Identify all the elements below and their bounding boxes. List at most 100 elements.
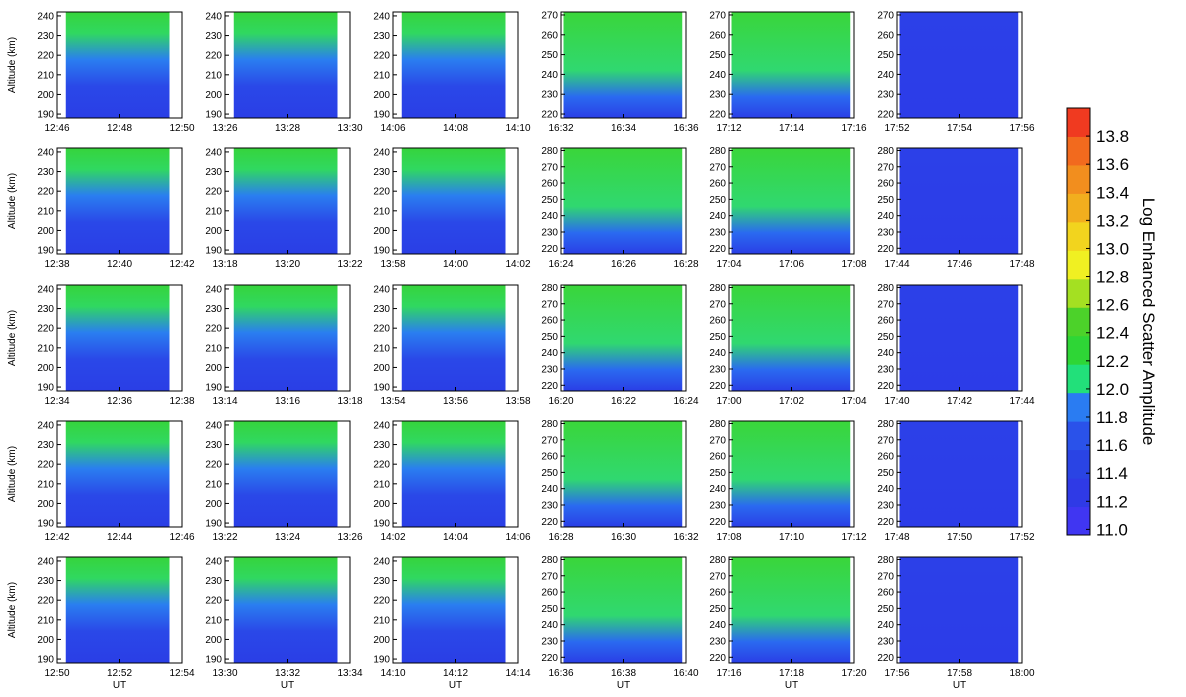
y-tick-label: 270	[877, 10, 894, 21]
intensity-field	[899, 285, 1019, 391]
x-tick-label: 17:42	[947, 396, 972, 407]
x-tick-label: 17:20	[841, 668, 866, 679]
y-tick-label: 220	[205, 51, 222, 62]
intensity-field	[731, 421, 851, 527]
y-tick-label: 220	[709, 110, 726, 121]
x-tick-label: 17:40	[884, 396, 909, 407]
y-tick-label: 230	[373, 167, 390, 178]
panel: 190 200 210 220 230 240 12:42 12:44 12:46 Altitud…	[7, 420, 195, 543]
y-tick-label: 190	[37, 110, 54, 121]
y-tick-label: 230	[541, 500, 558, 511]
y-tick-label: 250	[877, 195, 894, 206]
y-tick-label: 220	[37, 460, 54, 471]
y-tick-label: 240	[37, 11, 54, 22]
intensity-field	[233, 148, 338, 254]
y-tick-label: 240	[373, 556, 390, 567]
y-tick-label: 230	[709, 227, 726, 238]
y-tick-label: 200	[205, 90, 222, 101]
y-tick-label: 260	[709, 452, 726, 463]
x-tick-label: 17:18	[779, 668, 804, 679]
x-tick-label: 14:12	[443, 668, 468, 679]
y-tick-label: 230	[709, 364, 726, 375]
y-tick-label: 270	[709, 162, 726, 173]
panel: 190 200 210 220 230 240 12:50 12:52 12:54 Altitud…	[7, 556, 195, 691]
colorbar-tick-label: 13.6	[1096, 155, 1129, 174]
x-tick-label: 16:32	[548, 123, 573, 134]
y-tick-label: 250	[709, 195, 726, 206]
panel: 190 200 210 220 230 240 12:38 12:40 12:42 Altitud…	[7, 147, 195, 270]
y-tick-label: 210	[205, 206, 222, 217]
y-tick-label: 260	[541, 316, 558, 327]
y-tick-label: 250	[877, 468, 894, 479]
y-tick-label: 210	[205, 343, 222, 354]
x-tick-label: 18:00	[1009, 668, 1034, 679]
x-tick-label: 17:52	[1009, 532, 1034, 543]
y-tick-label: 220	[373, 596, 390, 607]
x-tick-label: 13:26	[212, 123, 237, 134]
x-tick-label: 17:00	[716, 396, 741, 407]
y-tick-label: 250	[541, 195, 558, 206]
y-tick-label: 200	[373, 90, 390, 101]
y-tick-label: 260	[541, 30, 558, 41]
y-tick-label: 230	[541, 636, 558, 647]
panel: 190 200 210 220 230 240 14:10 14:12 14:14 UT	[373, 556, 531, 691]
y-tick-label: 240	[37, 147, 54, 158]
x-tick-label: 16:22	[611, 396, 636, 407]
x-tick-label: 16:28	[673, 259, 698, 270]
y-tick-label: 280	[709, 555, 726, 566]
x-tick-label: 14:04	[443, 532, 468, 543]
y-tick-label: 250	[709, 332, 726, 343]
x-tick-label: 12:48	[107, 123, 132, 134]
panel: 220 230 240 250 260 270 280 17:44 17:46 17:48	[877, 146, 1035, 270]
x-tick-label: 17:16	[716, 668, 741, 679]
y-tick-label: 220	[877, 653, 894, 664]
y-tick-label: 210	[373, 615, 390, 626]
x-tick-label: 17:10	[779, 532, 804, 543]
y-tick-label: 260	[877, 452, 894, 463]
intensity-field	[401, 148, 506, 254]
x-tick-label: 13:14	[212, 396, 237, 407]
y-tick-label: 210	[205, 479, 222, 490]
y-tick-label: 280	[877, 555, 894, 566]
y-tick-label: 250	[877, 50, 894, 61]
x-tick-label: 12:34	[44, 396, 69, 407]
y-tick-label: 200	[373, 363, 390, 374]
panel: 220 230 240 250 260 270 17:12 17:14 17:16	[709, 10, 867, 134]
x-tick-label: 17:04	[841, 396, 866, 407]
y-tick-label: 190	[205, 110, 222, 121]
y-tick-label: 240	[541, 70, 558, 81]
x-tick-label: 12:50	[44, 668, 69, 679]
colorbar-band	[1067, 335, 1090, 365]
y-tick-label: 220	[373, 324, 390, 335]
y-tick-label: 230	[709, 636, 726, 647]
y-tick-label: 220	[37, 324, 54, 335]
panel: 190 200 210 220 230 240 13:30 13:32 13:34 UT	[205, 556, 363, 691]
intensity-field	[65, 421, 170, 527]
colorbar-band	[1067, 364, 1090, 394]
panel: 220 230 240 250 260 270 280 17:16 17:18 17:20 UT	[709, 555, 867, 691]
y-tick-label: 240	[205, 11, 222, 22]
y-tick-label: 230	[373, 440, 390, 451]
y-tick-label: 240	[709, 211, 726, 222]
colorbar-tick-label: 13.4	[1096, 183, 1129, 202]
intensity-field	[401, 557, 506, 663]
intensity-field	[233, 285, 338, 391]
y-axis-label: Altitude (km)	[7, 446, 18, 502]
x-tick-label: 14:02	[380, 532, 405, 543]
panel: 190 200 210 220 230 240 12:34 12:36 12:38 Altitud…	[7, 284, 195, 407]
x-tick-label: 17:54	[947, 123, 972, 134]
panel: 190 200 210 220 230 240 13:54 13:56 13:58	[373, 284, 531, 407]
x-tick-label: 13:58	[505, 396, 530, 407]
colorbar-tick-label: 12.6	[1096, 296, 1129, 315]
panel: 190 200 210 220 230 240 13:22 13:24 13:26	[205, 420, 363, 543]
y-tick-label: 240	[205, 284, 222, 295]
y-tick-label: 210	[205, 615, 222, 626]
y-tick-label: 200	[373, 499, 390, 510]
y-tick-label: 230	[877, 227, 894, 238]
x-tick-label: 17:48	[1009, 259, 1034, 270]
colorbar-band	[1067, 506, 1090, 536]
colorbar-tick-label: 11.2	[1096, 492, 1128, 511]
y-tick-label: 190	[373, 519, 390, 530]
x-tick-label: 14:10	[505, 123, 530, 134]
